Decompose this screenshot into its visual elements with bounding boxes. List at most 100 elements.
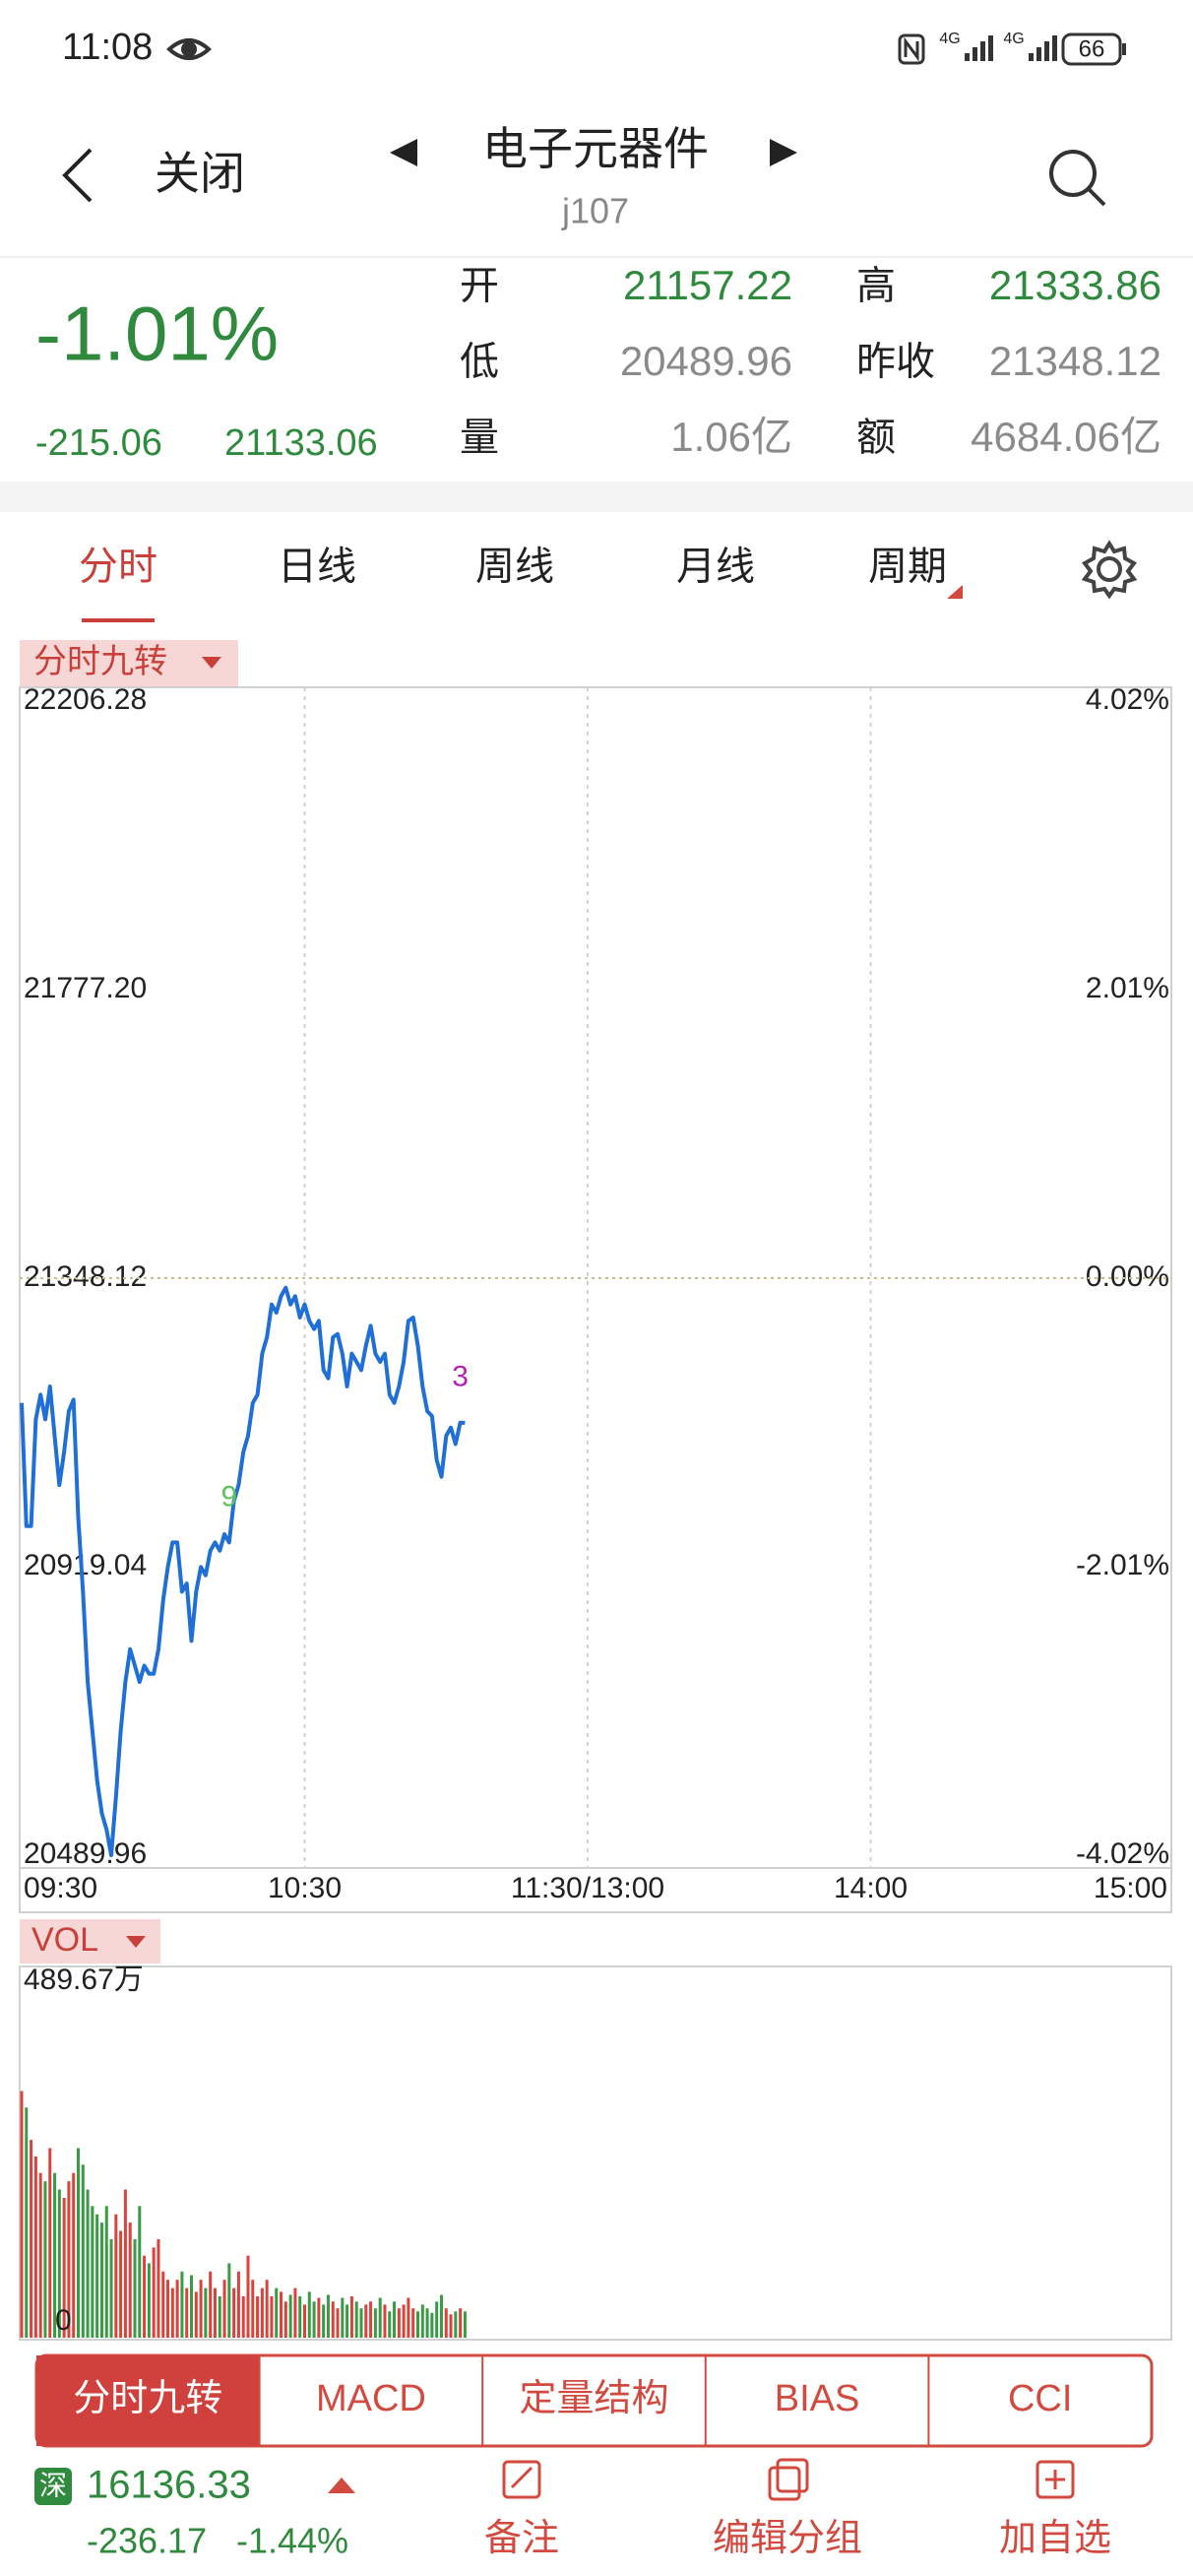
volume-bar [133,2238,137,2338]
group-icon[interactable] [768,2458,809,2501]
last-price: 21133.06 [224,422,378,464]
volume-bar [373,2308,377,2338]
volume-bar [411,2308,415,2338]
volume-bar [280,2291,283,2338]
indicator-tab[interactable]: CCI [1008,2378,1072,2419]
volume-bar [241,2295,245,2338]
volume-bar [246,2255,250,2338]
y-tick-label: 21777.20 [24,972,147,1004]
signal-icon [965,35,993,61]
y-tick-label: 20919.04 [24,1549,147,1581]
field-label: 额 [856,417,896,460]
volume-bar [104,2206,108,2338]
period-tab[interactable]: 周线 [475,546,554,589]
volume-bar [369,2301,373,2338]
settings-button[interactable] [1081,540,1138,600]
prev-arrow[interactable] [390,139,417,166]
period-tab[interactable]: 分时 [79,546,157,589]
volume-bar [336,2308,340,2338]
volume-bar [170,2287,174,2338]
volume-bar [256,2295,260,2338]
volume-bar [218,2295,221,2338]
signal-icon [1029,35,1057,61]
footer-action[interactable]: 备注 [484,2518,559,2559]
field-label: 量 [460,417,499,460]
search-button[interactable] [1049,150,1106,207]
volume-chart: 0 489.67万 [20,1964,467,2338]
indicator-tab[interactable]: 定量结构 [519,2378,668,2419]
network-label: 4G [1003,31,1024,47]
indicator-tab[interactable]: BIAS [775,2378,860,2419]
volume-bar [33,2156,37,2338]
volume-bar [123,2189,127,2338]
volume-bar [251,2280,255,2338]
market-label: 深 [39,2470,67,2500]
volume-bar [270,2295,274,2338]
status-time: 11:08 [62,27,153,68]
volume-bar [303,2304,306,2338]
indicator-tab[interactable]: MACD [316,2378,426,2419]
volume-bar [99,2222,103,2338]
field-value: 4684.06亿 [971,414,1162,460]
volume-bar [322,2304,326,2338]
volume-bar [128,2222,132,2338]
volume-bar [402,2304,406,2338]
next-arrow[interactable] [770,139,797,166]
indicator-label[interactable]: VOL [31,1921,98,1959]
volume-bar [388,2311,392,2338]
close-button[interactable]: 关闭 [155,148,245,199]
field-label: 高 [856,265,896,308]
volume-bar [77,2148,80,2338]
volume-bar [91,2206,94,2338]
volume-bar [454,2311,458,2338]
volume-bar [86,2189,90,2338]
add-icon[interactable] [1036,2460,1075,2499]
back-button[interactable] [62,148,93,203]
volume-bar [67,2181,71,2338]
indicator-label[interactable]: 分时九转 [33,643,167,680]
volume-bar [38,2172,42,2338]
volume-bar [119,2230,123,2338]
y2-tick-label: -2.01% [1076,1549,1169,1581]
y-tick-label: 0 [55,2304,72,2337]
volume-bar [227,2263,231,2338]
volume-bar [397,2308,401,2338]
field-label: 开 [460,265,499,308]
volume-bar [152,2247,156,2338]
volume-bar [190,2275,193,2338]
volume-bar [25,2107,29,2338]
indicator-label-box[interactable] [20,640,238,686]
volume-bar [435,2301,439,2338]
volume-bar [265,2280,269,2338]
volume-bar [331,2301,335,2338]
volume-bar [157,2238,160,2338]
index-percent: -1.44% [236,2521,348,2561]
volume-bar [407,2297,410,2338]
period-tab[interactable]: 日线 [278,546,356,589]
expand-arrow[interactable] [328,2478,355,2493]
footer-action[interactable]: 编辑分组 [713,2518,862,2559]
volume-bar [307,2291,311,2338]
dropdown-mark [947,585,963,599]
volume-bar [312,2301,316,2338]
volume-bar [48,2148,52,2338]
indicator-tab[interactable]: 分时九转 [73,2378,222,2419]
chart-frame [19,686,1172,1913]
period-tab[interactable]: 周期 [868,546,947,589]
nfc-icon [898,33,925,65]
volume-bar [326,2294,330,2338]
footer-action[interactable]: 加自选 [999,2518,1111,2559]
note-icon[interactable] [502,2460,541,2499]
x-tick-label: 14:00 [834,1872,908,1904]
period-tab[interactable]: 月线 [676,546,755,589]
volume-bar [378,2297,382,2338]
volume-bar [109,2238,113,2338]
volume-bar [62,2197,66,2338]
volume-bar [430,2312,434,2338]
volume-bar [114,2214,118,2338]
chart-frame [19,1965,1172,2341]
volume-bar [383,2304,387,2338]
volume-bar [43,2181,47,2338]
volume-bar [459,2308,463,2338]
